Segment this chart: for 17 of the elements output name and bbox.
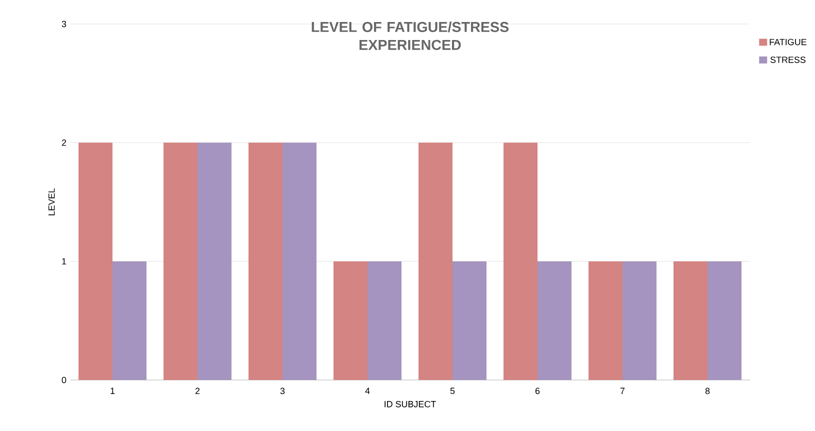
x-tick-label: 4	[365, 388, 370, 394]
y-axis-title: LEVEL	[48, 188, 55, 216]
legend-label: STRESS	[770, 56, 806, 63]
x-tick-label: 2	[195, 388, 200, 394]
x-tick-label: 6	[535, 388, 540, 394]
x-tick-label: 8	[705, 388, 710, 394]
y-tick-label: 1	[62, 258, 66, 264]
chart-title: LEVEL OF FATIGUE/STRESS EXPERIENCED	[312, 22, 509, 50]
x-tick-label: 3	[280, 388, 285, 394]
x-axis-title: ID SUBJECT	[384, 400, 436, 408]
y-tick-label: 2	[62, 140, 66, 146]
x-tick-label: 1	[110, 388, 115, 394]
x-tick-label: 5	[450, 388, 455, 394]
y-tick-label: 3	[62, 20, 66, 28]
x-tick-label: 7	[620, 388, 625, 394]
legend-label: FATIGUE	[770, 38, 806, 46]
y-tick-label: 0	[62, 376, 66, 384]
